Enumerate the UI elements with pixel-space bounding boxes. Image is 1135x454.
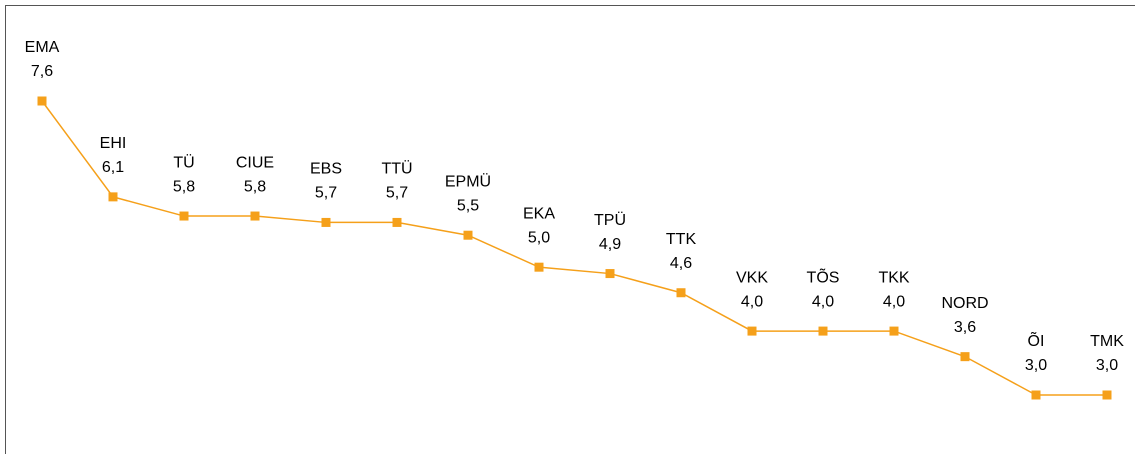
value-label: 3,0 bbox=[1096, 357, 1118, 374]
value-label: 5,7 bbox=[386, 185, 408, 202]
value-label: 5,8 bbox=[173, 178, 195, 195]
category-label: CIUE bbox=[236, 154, 274, 171]
marker bbox=[321, 217, 331, 227]
category-label: TÕS bbox=[807, 266, 840, 286]
marker bbox=[179, 211, 189, 221]
marker bbox=[108, 192, 118, 202]
value-label: 4,9 bbox=[599, 236, 621, 253]
marker bbox=[463, 230, 473, 240]
marker bbox=[960, 352, 970, 362]
value-label: 5,8 bbox=[244, 178, 266, 195]
category-label: TKK bbox=[878, 269, 909, 286]
category-label: EBS bbox=[310, 161, 342, 178]
value-label: 5,0 bbox=[528, 229, 550, 246]
marker bbox=[889, 326, 899, 336]
category-label: EPMÜ bbox=[445, 172, 491, 190]
marker bbox=[1102, 390, 1112, 400]
marker bbox=[37, 96, 47, 106]
category-label: TPÜ bbox=[594, 211, 626, 229]
value-label: 7,6 bbox=[31, 63, 53, 80]
category-label: TÜ bbox=[173, 153, 194, 171]
marker bbox=[747, 326, 757, 336]
marker bbox=[534, 262, 544, 272]
marker bbox=[818, 326, 828, 336]
marker bbox=[1031, 390, 1041, 400]
value-label: 6,1 bbox=[102, 159, 124, 176]
category-label: EMA bbox=[25, 39, 60, 56]
chart-frame bbox=[5, 5, 1135, 454]
category-label: EKA bbox=[523, 205, 555, 222]
value-label: 5,5 bbox=[457, 197, 479, 214]
marker bbox=[250, 211, 260, 221]
marker bbox=[605, 269, 615, 279]
value-label: 5,7 bbox=[315, 185, 337, 202]
value-label: 4,6 bbox=[670, 255, 692, 272]
marker bbox=[676, 288, 686, 298]
value-label: 3,0 bbox=[1025, 357, 1047, 374]
category-label: NORD bbox=[941, 295, 988, 312]
category-label: TMK bbox=[1090, 333, 1124, 350]
category-label: TTÜ bbox=[381, 160, 412, 178]
marker bbox=[392, 217, 402, 227]
value-label: 3,6 bbox=[954, 319, 976, 336]
category-label: TTK bbox=[666, 231, 697, 248]
category-label: EHI bbox=[100, 135, 127, 152]
category-label: ÕI bbox=[1028, 330, 1045, 350]
data-line bbox=[41, 100, 1107, 396]
value-label: 4,0 bbox=[883, 293, 905, 310]
value-label: 4,0 bbox=[812, 293, 834, 310]
category-label: VKK bbox=[736, 269, 768, 286]
value-label: 4,0 bbox=[741, 293, 763, 310]
